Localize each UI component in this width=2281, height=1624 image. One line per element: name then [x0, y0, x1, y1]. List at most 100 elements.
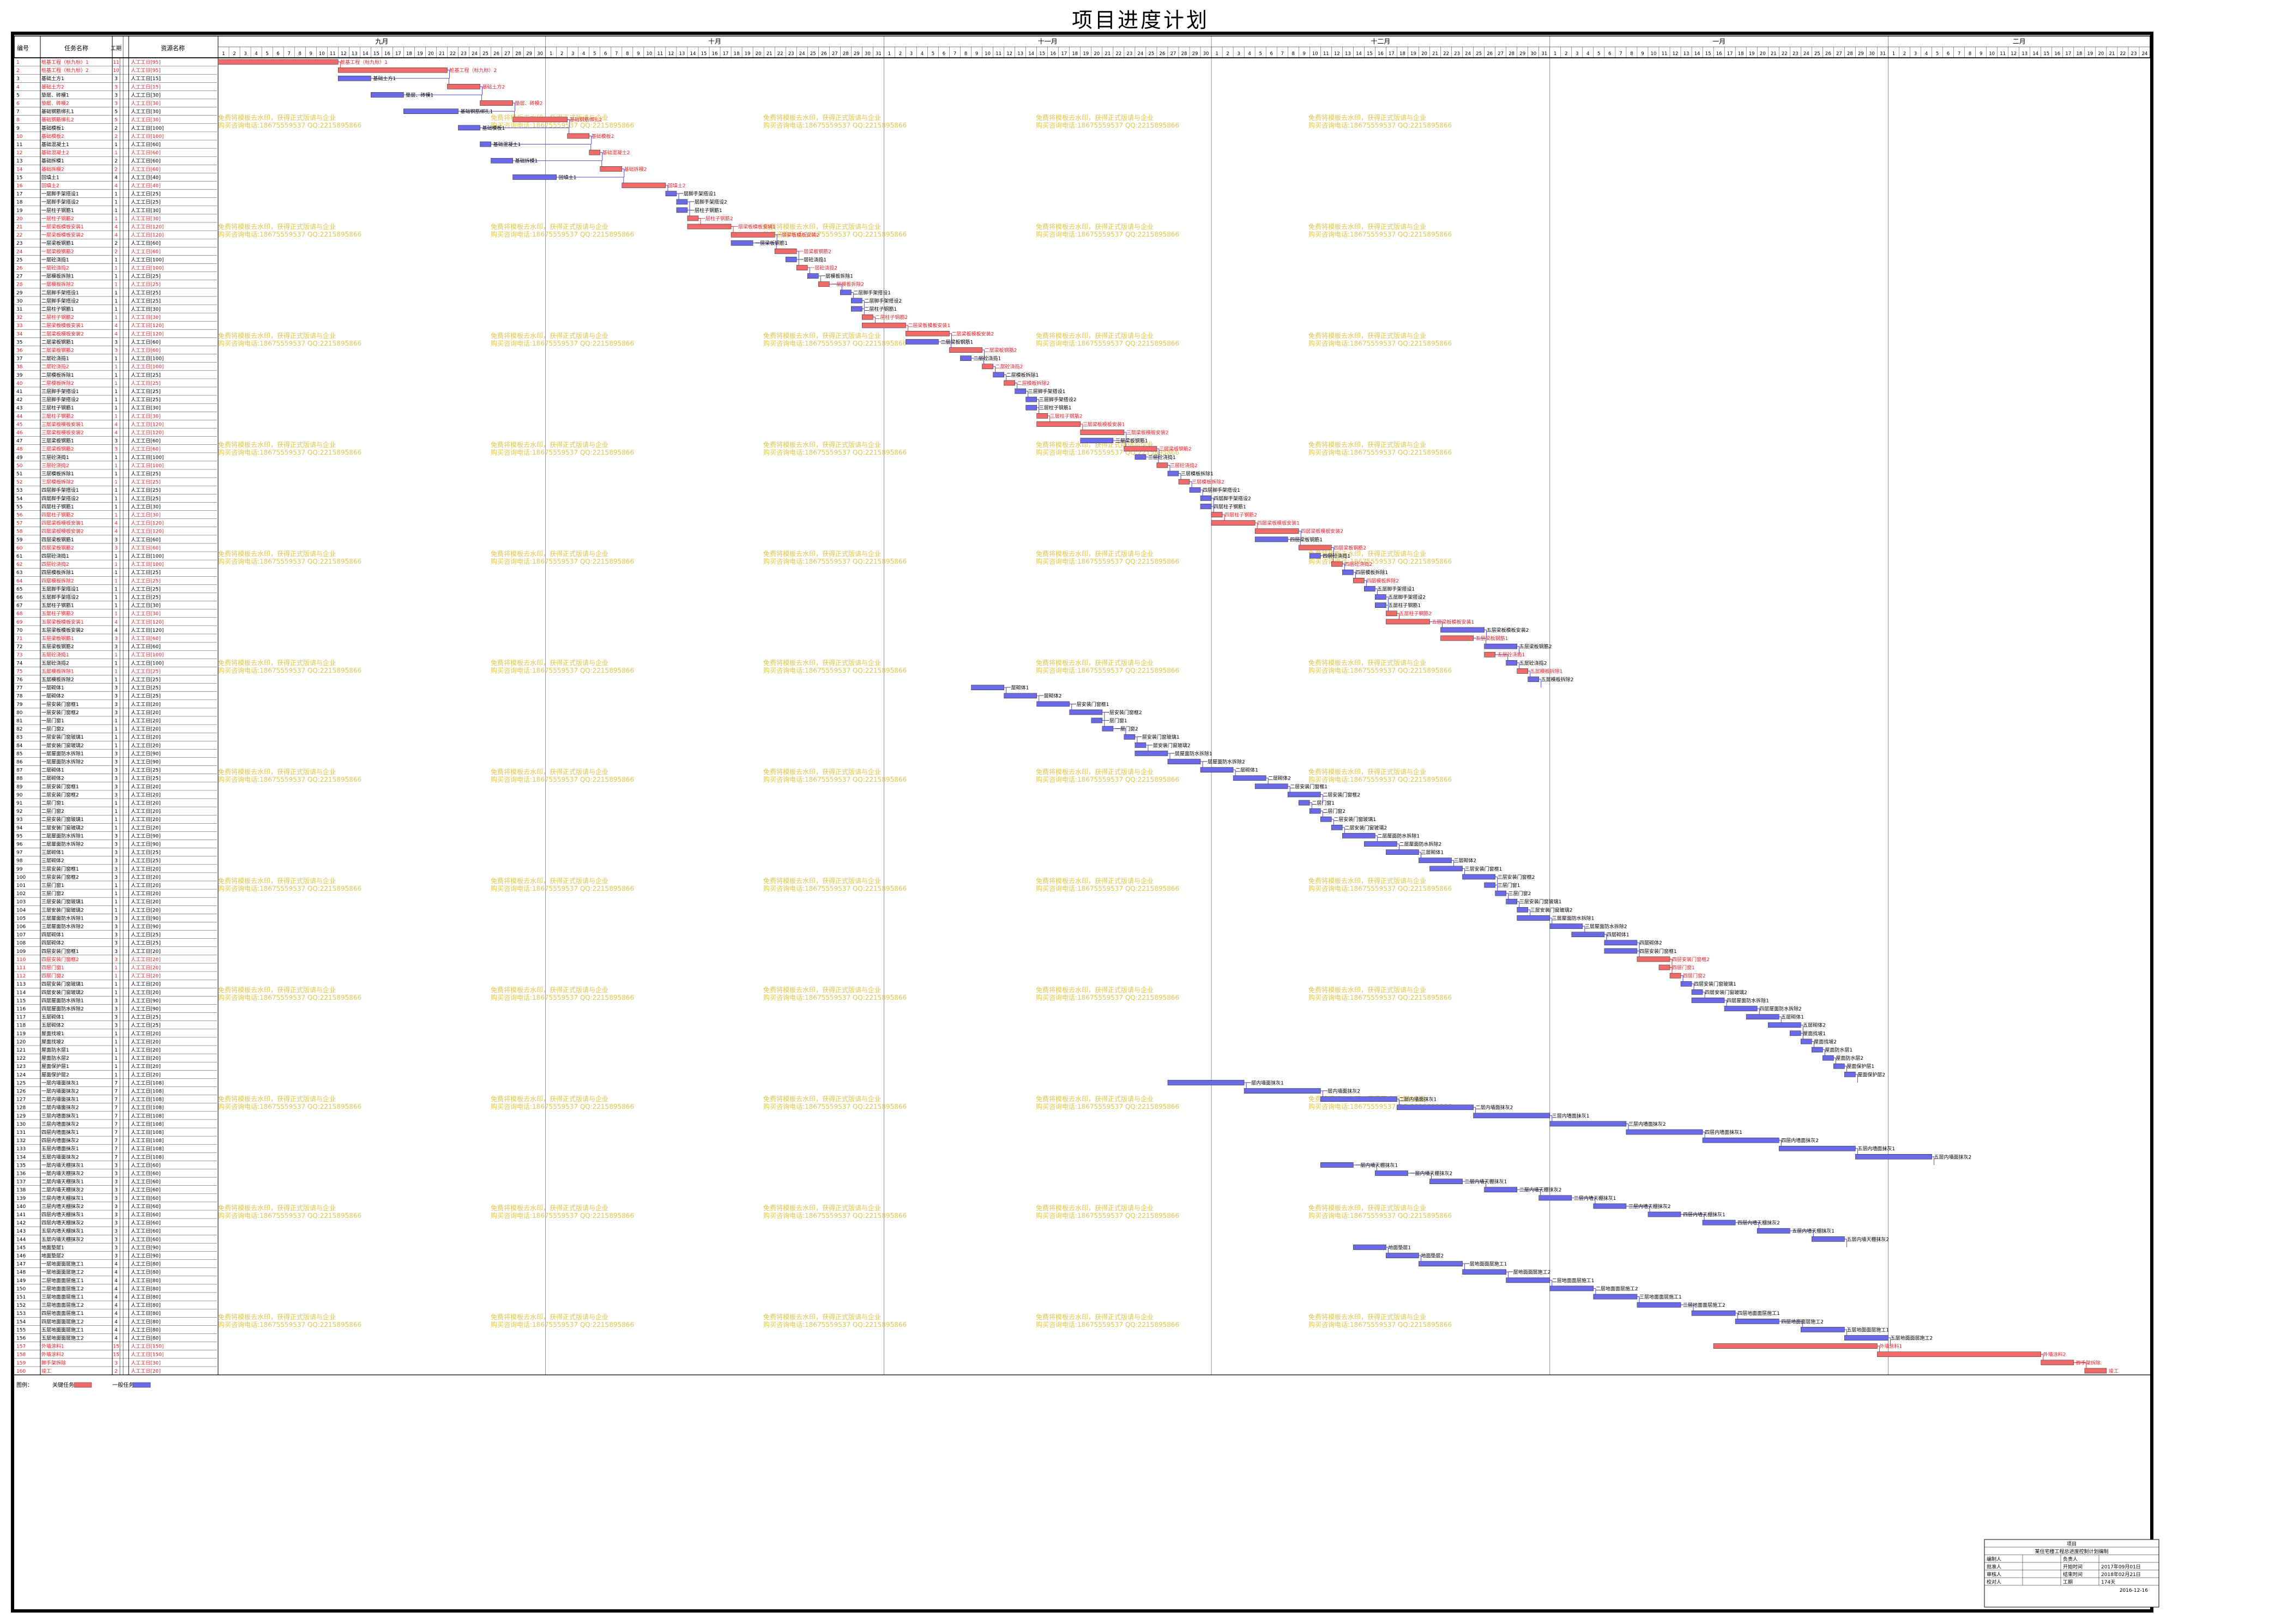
task-bar [1549, 923, 1583, 929]
task-id: 53 [16, 488, 22, 493]
task-id: 24 [16, 249, 23, 255]
task-id: 38 [16, 365, 23, 370]
task-name: 一层砌体2 [41, 693, 64, 699]
task-resource: 人工工日[20] [131, 899, 160, 905]
day-label: 1 [1215, 51, 1218, 57]
task-bar-label: 一层砼浇捣2 [810, 265, 837, 271]
dependency-link [1670, 967, 1673, 976]
task-resource: 人工工日[25] [131, 586, 160, 592]
task-resource: 人工工日[25] [131, 685, 160, 691]
day-label: 25 [1814, 51, 1820, 57]
task-duration: 7 [114, 1089, 118, 1095]
task-bar-label: 一层柱子钢筋1 [690, 207, 722, 214]
day-label: 13 [679, 51, 685, 57]
task-id: 2 [16, 68, 20, 74]
dependency-link [1582, 926, 1585, 935]
watermark-text: 免费将模板去水印，获得正式版请与企业 [1036, 659, 1154, 667]
watermark-text: 购买咨询电话:18675559537 QQ:2215895866 [491, 557, 634, 565]
task-bar-label: 三层安装门窗玻璃1 [1519, 898, 1562, 905]
dependency-link [1419, 1255, 1421, 1264]
dependency-link [1703, 992, 1705, 1000]
watermark-text: 免费将模板去水印，获得正式版请与企业 [1308, 113, 1426, 122]
task-duration: 3 [114, 916, 118, 921]
day-label: 9 [975, 51, 978, 57]
task-name: 二层屋面防水拆除2 [41, 841, 84, 848]
task-id: 132 [16, 1138, 26, 1144]
task-bar [1167, 1080, 1245, 1085]
task-duration: 4 [114, 422, 118, 427]
task-duration: 4 [114, 1295, 118, 1300]
task-duration: 1 [114, 669, 118, 674]
task-bar-label: 四层安装门窗玻璃2 [1705, 989, 1747, 995]
task-bar-label: 三层柱子钢筋1 [1039, 405, 1072, 411]
day-label: 27 [1836, 51, 1842, 57]
task-bar-label: 基础模板1 [482, 125, 505, 131]
task-bar-label: 四层安装门窗框2 [1672, 956, 1710, 963]
day-label: 7 [615, 51, 618, 57]
dependency-link [1145, 456, 1159, 466]
task-id: 59 [16, 538, 23, 543]
task-resource: 人工工日[60] [131, 1204, 160, 1210]
day-label: 22 [2120, 51, 2126, 57]
dependency-link [491, 144, 592, 153]
task-duration: 1 [114, 282, 118, 288]
task-bar [1331, 825, 1343, 830]
dependency-link [1801, 1033, 1803, 1042]
dependency-link [338, 62, 341, 70]
task-bar [1342, 833, 1375, 838]
watermark-text: 免费将模板去水印，获得正式版请与企业 [1036, 768, 1154, 776]
dependency-link [589, 135, 592, 144]
dependency-link [982, 349, 985, 359]
day-label: 25 [1149, 51, 1155, 57]
legend-critical-swatch [74, 1382, 92, 1388]
dependency-link [1178, 473, 1181, 482]
task-id: 110 [16, 957, 26, 963]
day-label: 22 [777, 51, 783, 57]
task-duration: 1 [114, 216, 118, 222]
task-bar [1833, 1063, 1845, 1069]
task-id: 10 [16, 134, 23, 140]
task-id: 150 [16, 1287, 26, 1292]
task-name: 四层砼浇捣2 [41, 561, 69, 568]
task-resource: 人工工日[30] [131, 117, 160, 123]
task-bar-label: 基础混凝土2 [602, 149, 630, 156]
task-bar-label: 二层脚手架搭设1 [853, 289, 891, 296]
task-name: 五层脚手架搭设2 [41, 594, 79, 601]
task-name: 二层砼浇捣1 [41, 355, 69, 362]
dependency-link [447, 70, 450, 79]
task-id: 5 [16, 93, 20, 98]
task-duration: 2 [114, 241, 118, 246]
task-duration: 4 [114, 431, 118, 436]
task-bar-label: 一层屋面防水拆除1 [1170, 750, 1212, 757]
day-label: 6 [1270, 51, 1272, 57]
day-label: 11 [1662, 51, 1668, 57]
task-id: 151 [16, 1295, 26, 1300]
task-resource: 人工工日[20] [131, 792, 160, 798]
task-name: 一层模板拆除1 [41, 273, 74, 280]
task-bar [862, 322, 906, 328]
day-label: 20 [1760, 51, 1766, 57]
task-bar [1353, 578, 1365, 583]
watermark-text: 购买咨询电话:18675559537 QQ:2215895866 [1308, 775, 1452, 783]
task-resource: 人工工日[25] [131, 1015, 160, 1021]
day-label: 8 [626, 51, 629, 57]
title-block-cell: 批准人 [1987, 1563, 2001, 1570]
task-name: 四层梁板模板安装2 [41, 528, 84, 535]
task-bar [982, 364, 993, 370]
day-label: 9 [309, 51, 312, 57]
task-id: 71 [16, 636, 22, 642]
day-label: 8 [1292, 51, 1295, 57]
day-label: 10 [319, 51, 325, 57]
task-bar-label: 三层梁板模板安装1 [1083, 421, 1125, 427]
task-bar [1025, 396, 1037, 402]
dependency-link [971, 358, 985, 367]
task-resource: 人工工日[20] [131, 800, 160, 806]
day-label: 20 [756, 51, 762, 57]
task-resource: 人工工日[20] [131, 874, 160, 880]
task-resource: 人工工日[108] [131, 1146, 164, 1152]
task-bar-label: 二层模板拆除2 [1017, 380, 1050, 387]
task-resource: 人工工日[60] [131, 1228, 160, 1234]
watermark-text: 购买咨询电话:18675559537 QQ:2215895866 [763, 339, 907, 347]
task-duration: 1 [114, 982, 118, 987]
